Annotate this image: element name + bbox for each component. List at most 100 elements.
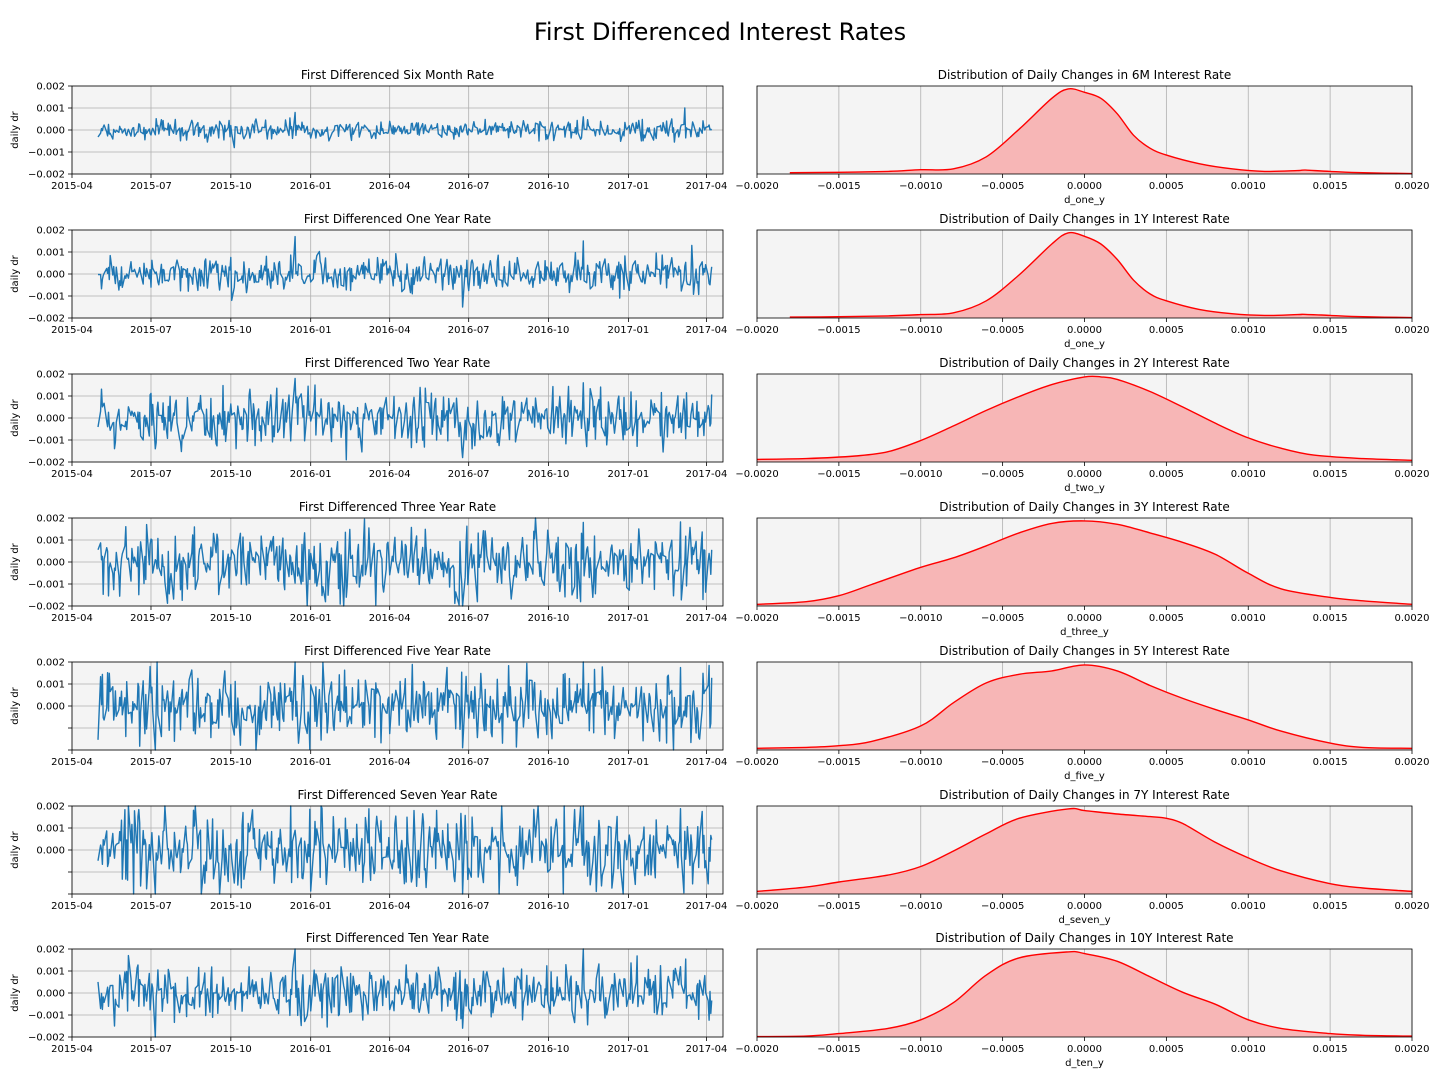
x-tick-label: −0.0010: [899, 469, 942, 480]
x-tick-label: −0.0020: [735, 757, 778, 768]
x-tick-label: −0.0020: [735, 901, 778, 912]
y-axis-label: daily dr: [10, 542, 21, 580]
timeseries-panel: 2015-04 2015-07 2015-10 2016-01 2016-04 2016-…: [10, 644, 727, 768]
figure-title: First Differenced Interest Rates: [533, 18, 907, 46]
y-tick-label: 0.001: [36, 536, 65, 547]
x-axis-label: d_seven_y: [1058, 915, 1110, 926]
timeseries-panel: 2015-04 2015-07 2015-10 2016-01 2016-04 2016-…: [10, 500, 727, 624]
density-panel: −0.0020 −0.0015 −0.0010 −0.0005 0.0000 0.0005…: [735, 500, 1429, 638]
axes-frame: [71, 229, 724, 319]
density-line: [756, 520, 1413, 605]
density-line: [756, 375, 1413, 461]
x-tick-label: 0.0020: [1395, 1044, 1430, 1055]
density-fill: [789, 232, 1412, 318]
x-tick-label: 2015-04: [51, 469, 93, 480]
x-tick-label: −0.0020: [735, 469, 778, 480]
density-line: [789, 231, 1413, 319]
x-tick-label: 0.0000: [1067, 325, 1102, 336]
x-tick-label: −0.0005: [981, 325, 1024, 336]
timeseries-panel: 2015-04 2015-07 2015-10 2016-01 2016-04 2016-…: [10, 68, 727, 192]
x-tick-label: 2015-07: [130, 325, 172, 336]
axes-frame: [756, 517, 1413, 607]
x-tick-label: 2016-01: [290, 901, 332, 912]
axes-frame: [71, 517, 724, 607]
y-tick-label: −0.001: [28, 1011, 65, 1022]
x-tick-label: 2016-07: [448, 325, 490, 336]
x-tick-label: 0.0010: [1231, 325, 1266, 336]
x-tick-label: 0.0015: [1313, 1044, 1348, 1055]
panel-title: First Differenced Five Year Rate: [304, 644, 491, 658]
series-line: [97, 948, 713, 1038]
x-tick-label: 2016-07: [448, 757, 490, 768]
x-tick-label: 2016-01: [290, 757, 332, 768]
x-tick-label: −0.0020: [735, 181, 778, 192]
density-fill: [757, 951, 1412, 1037]
x-tick-label: 2016-04: [369, 613, 411, 624]
x-axis-label: d_one_y: [1064, 339, 1105, 350]
x-tick-label: 2017-04: [686, 181, 728, 192]
y-axis-label: daily dr: [10, 973, 21, 1011]
y-tick-label: −0.002: [28, 458, 65, 469]
y-tick-label: 0.001: [36, 967, 65, 978]
x-tick-label: 2015-04: [51, 757, 93, 768]
x-tick-label: 2015-04: [51, 901, 93, 912]
x-tick-label: 2016-01: [290, 613, 332, 624]
x-tick-label: 0.0015: [1313, 181, 1348, 192]
y-axis-label: daily dr: [10, 110, 21, 148]
x-tick-label: 0.0005: [1149, 757, 1184, 768]
x-tick-label: −0.0005: [981, 901, 1024, 912]
x-tick-label: 2017-04: [686, 469, 728, 480]
panel-title: First Differenced One Year Rate: [304, 212, 491, 226]
x-tick-label: 0.0010: [1231, 757, 1266, 768]
x-tick-label: 0.0010: [1231, 1044, 1266, 1055]
x-tick-label: 2017-01: [607, 613, 649, 624]
panel-title: Distribution of Daily Changes in 1Y Inte…: [939, 212, 1230, 226]
x-tick-label: 2015-10: [210, 1044, 252, 1055]
x-tick-label: 0.0015: [1313, 325, 1348, 336]
x-tick-label: −0.0020: [735, 613, 778, 624]
density-line: [756, 950, 1413, 1038]
x-tick-label: −0.0015: [817, 1044, 860, 1055]
axes-frame: [756, 373, 1413, 463]
x-tick-label: 0.0020: [1395, 469, 1430, 480]
x-axis-label: d_two_y: [1064, 483, 1105, 494]
panel-title: First Differenced Ten Year Rate: [306, 931, 489, 945]
y-tick-label: 0.001: [36, 824, 65, 835]
x-tick-label: −0.0015: [817, 757, 860, 768]
x-tick-label: −0.0005: [981, 1044, 1024, 1055]
x-tick-label: 2017-04: [686, 757, 728, 768]
y-tick-label: −0.001: [28, 292, 65, 303]
y-axis-label: daily dr: [10, 830, 21, 868]
x-tick-label: 2016-10: [528, 325, 570, 336]
x-tick-label: 2017-04: [686, 1044, 728, 1055]
x-tick-label: 2015-10: [210, 757, 252, 768]
x-tick-label: 2015-10: [210, 901, 252, 912]
axes-frame: [71, 661, 724, 751]
y-tick-label: 0.002: [36, 514, 65, 525]
x-tick-label: 2015-07: [130, 613, 172, 624]
x-tick-label: 2017-04: [686, 613, 728, 624]
y-tick-label: 0.001: [36, 392, 65, 403]
x-tick-label: −0.0020: [735, 1044, 778, 1055]
x-tick-label: 0.0005: [1149, 325, 1184, 336]
x-tick-label: 2016-04: [369, 901, 411, 912]
y-tick-label: −0.001: [28, 580, 65, 591]
y-tick-label: −0.001: [28, 436, 65, 447]
x-tick-label: 2015-07: [130, 1044, 172, 1055]
x-axis-label: d_ten_y: [1065, 1058, 1104, 1069]
axes-frame: [71, 85, 724, 175]
y-tick-label: 0.000: [36, 126, 65, 137]
x-tick-label: 2017-04: [686, 901, 728, 912]
x-tick-label: 2016-07: [448, 181, 490, 192]
timeseries-panel: 2015-04 2015-07 2015-10 2016-01 2016-04 2016-…: [10, 356, 727, 480]
x-tick-label: 0.0005: [1149, 1044, 1184, 1055]
panel-title: Distribution of Daily Changes in 6M Inte…: [938, 68, 1232, 82]
y-tick-label: 0.002: [36, 658, 65, 669]
y-tick-label: 0.000: [36, 989, 65, 1000]
x-tick-label: 2016-10: [528, 901, 570, 912]
density-line: [756, 807, 1413, 893]
x-tick-label: 0.0010: [1231, 181, 1266, 192]
x-tick-label: 0.0005: [1149, 469, 1184, 480]
x-tick-label: 2015-10: [210, 613, 252, 624]
x-tick-label: 0.0000: [1067, 613, 1102, 624]
